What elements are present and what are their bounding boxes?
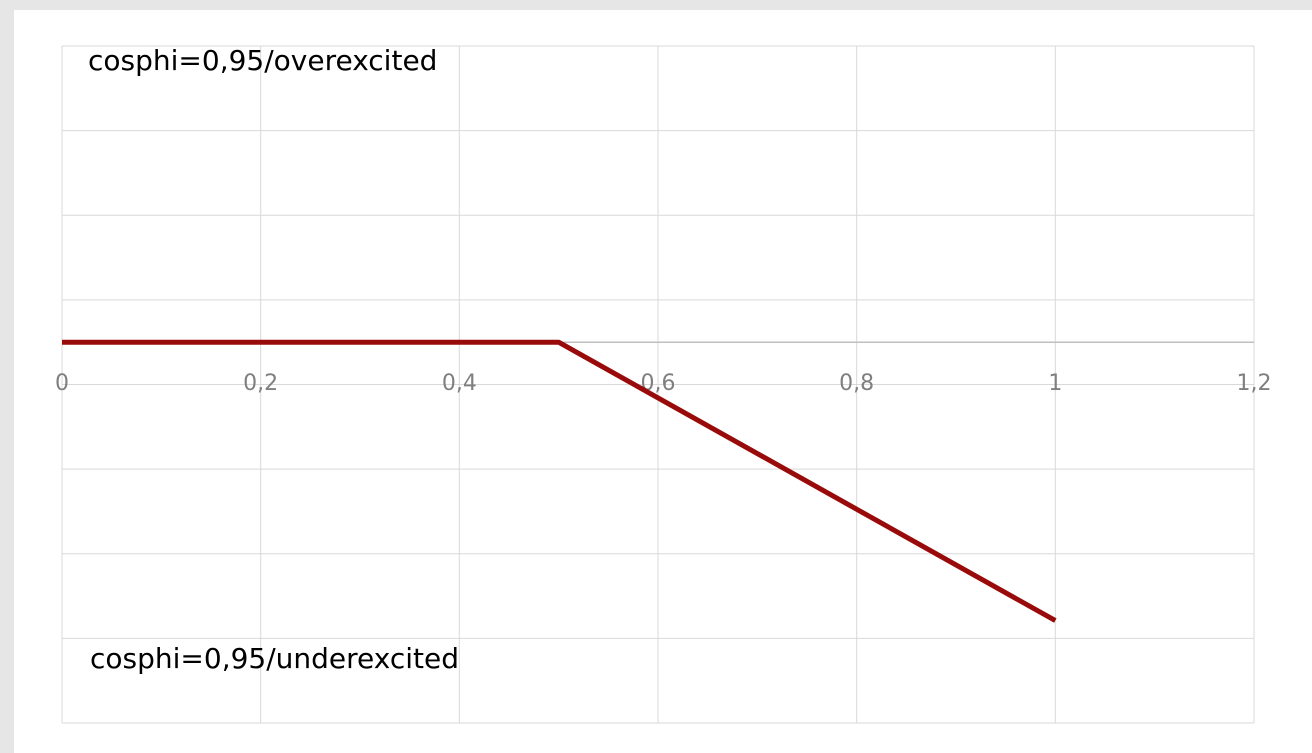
- x-tick-label: 0,8: [839, 371, 874, 396]
- x-tick-label: 0,2: [243, 371, 278, 396]
- annotation: cosphi=0,95/underexcited: [90, 642, 459, 675]
- chart-background: [14, 10, 1312, 753]
- x-tick-label: 1: [1048, 371, 1062, 396]
- line-series: [62, 339, 1057, 623]
- x-tick-label: 0: [55, 371, 69, 396]
- x-tick-label: 1,2: [1237, 371, 1272, 396]
- x-tick-label: 0,4: [442, 371, 477, 396]
- annotation: cosphi=0,95/overexcited: [88, 44, 437, 77]
